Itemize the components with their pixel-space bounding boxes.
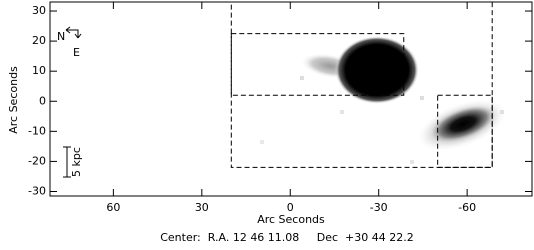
x-tick-label: 30 <box>195 201 209 214</box>
footer: Center: R.A. 12 46 11.08 Dec +30 44 22.2 <box>160 231 414 244</box>
scale-bar-label: 5 kpc <box>70 147 83 177</box>
scale-bar: 5 kpc <box>63 147 83 177</box>
x-tick-label: -60 <box>458 201 476 214</box>
y-tick-label: -10 <box>28 124 46 137</box>
compass: N E <box>57 27 81 59</box>
y-tick-label: -30 <box>28 184 46 197</box>
x-axis-label: Arc Seconds <box>257 213 325 226</box>
y-tick-label: 0 <box>39 94 46 107</box>
compass-north: N <box>57 30 65 43</box>
x-tick-label: 0 <box>287 201 294 214</box>
y-tick-label: 20 <box>32 34 46 47</box>
x-tick-label: 60 <box>106 201 120 214</box>
y-tick-label: 30 <box>32 4 46 17</box>
y-tick-label: -20 <box>28 154 46 167</box>
image <box>260 36 515 164</box>
compass-east: E <box>73 46 80 59</box>
x-tick-label: -30 <box>370 201 388 214</box>
plot-frame <box>50 2 532 196</box>
y-tick-label: 10 <box>32 64 46 77</box>
y-axis-label: Arc Seconds <box>7 66 20 134</box>
chart: Arc Seconds Arc Seconds Center: R.A. 12 … <box>0 0 534 250</box>
